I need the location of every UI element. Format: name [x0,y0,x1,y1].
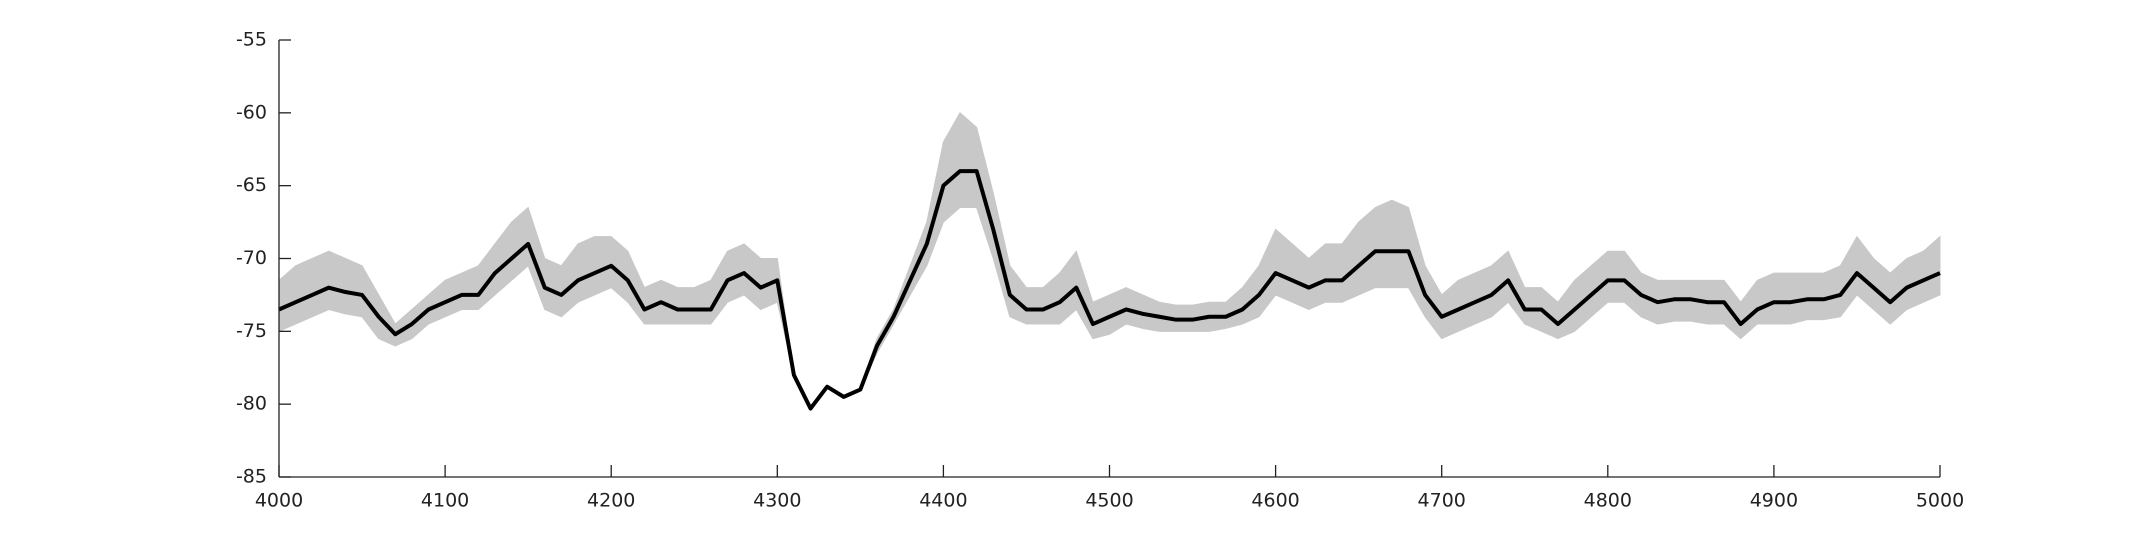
x-tick-label: 4400 [919,490,967,512]
y-tick-label: -70 [236,247,267,269]
y-tick-label: -55 [236,29,267,51]
band [278,112,1941,410]
y-tick-label: -80 [236,393,267,415]
x-tick-label: 4800 [1584,490,1632,512]
y-tick-label: -60 [236,101,267,123]
x-tick-label: 5000 [1916,490,1964,512]
x-tick-label: 4900 [1750,490,1798,512]
x-tick-label: 4300 [753,490,801,512]
x-tick-label: 4200 [587,490,635,512]
y-tick-label: -65 [236,174,267,196]
y-tick-label: -85 [236,466,267,488]
line [278,169,1941,411]
x-tick-label: 4100 [421,490,469,512]
x-tick-label: 4500 [1085,490,1133,512]
y-tick-label: -75 [236,320,267,342]
x-tick-label: 4700 [1418,490,1466,512]
x-tick-label: 4000 [255,490,303,512]
x-tick-label: 4600 [1251,490,1299,512]
